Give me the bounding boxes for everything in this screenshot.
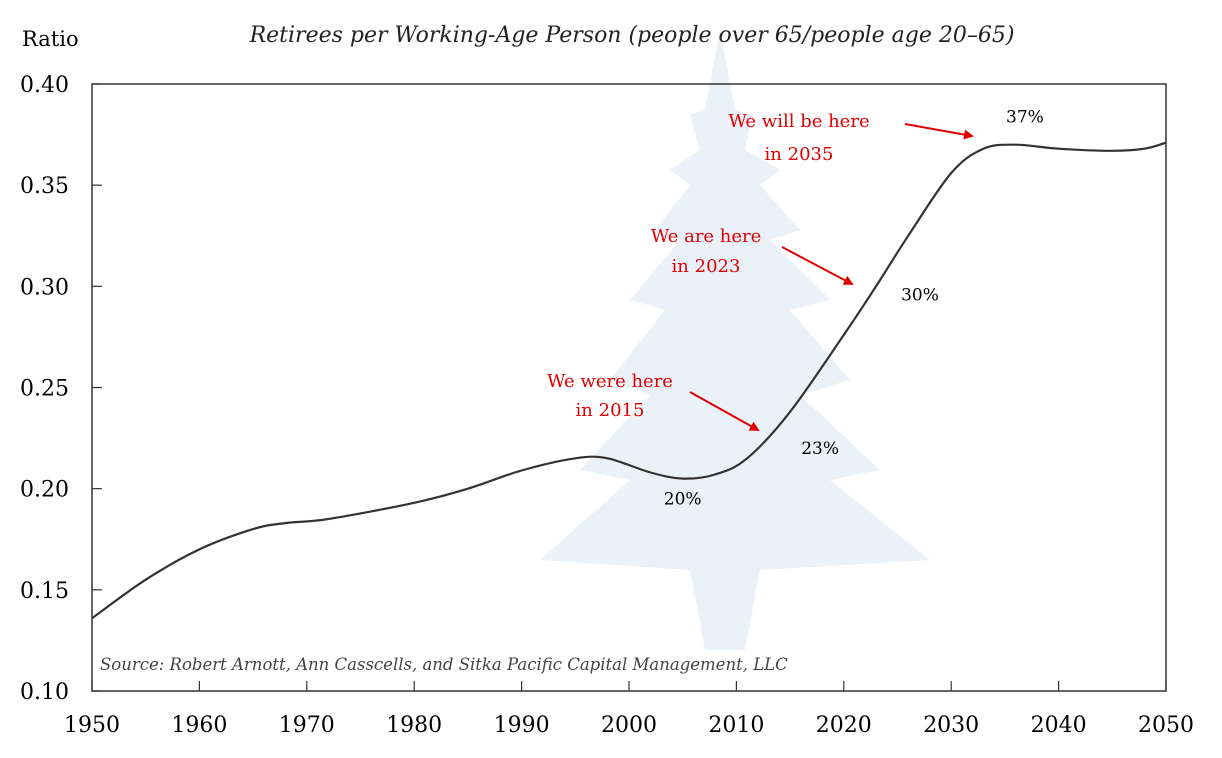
annotation-line2: in 2023	[672, 256, 741, 277]
y-tick-label: 0.40	[20, 73, 69, 98]
x-axis: 1950 1960 1970 1980 1990 2000 2010 2020 2030 2040…	[64, 681, 1194, 738]
point-label: 37%	[1006, 108, 1044, 128]
point-label: 23%	[801, 439, 839, 459]
y-tick-label: 0.10	[20, 680, 69, 705]
point-label: 20%	[664, 490, 702, 510]
annotation-line2: in 2015	[576, 400, 645, 421]
annotations: We were here in 2015 We are here in 2023 We …	[547, 111, 974, 431]
y-tick-label: 0.20	[20, 478, 69, 503]
x-tick-label: 1950	[64, 713, 120, 738]
y-axis-label: Ratio	[22, 27, 79, 51]
source-note: Source: Robert Arnott, Ann Casscells, an…	[100, 655, 788, 674]
annotation-arrow-icon	[689, 391, 760, 431]
annotation-arrow-icon	[904, 123, 974, 140]
x-tick-label: 2050	[1138, 713, 1194, 738]
point-labels: 20% 23% 30% 37%	[664, 108, 1044, 510]
tree-watermark-icon	[540, 30, 930, 650]
annotation-arrow-icon	[781, 246, 854, 285]
x-tick-label: 2010	[708, 713, 764, 738]
x-tick-label: 1990	[494, 713, 550, 738]
x-tick-label: 2000	[601, 713, 657, 738]
tree-watermark-shape	[540, 30, 930, 650]
x-tick-label: 1980	[386, 713, 442, 738]
x-tick-label: 2020	[816, 713, 872, 738]
y-tick-label: 0.15	[20, 579, 69, 604]
annotation-line1: We are here	[651, 226, 762, 247]
y-axis: 0.40 0.35 0.30 0.25 0.20 0.15 0.10	[20, 73, 102, 705]
x-tick-label: 2030	[923, 713, 979, 738]
y-tick-label: 0.25	[20, 377, 69, 402]
y-tick-label: 0.30	[20, 275, 69, 300]
annotation-line2: in 2035	[765, 144, 834, 165]
series-line	[91, 141, 1167, 620]
annotation-line1: We will be here	[728, 111, 869, 132]
annotation-line1: We were here	[547, 371, 673, 392]
y-tick-label: 0.35	[20, 174, 69, 199]
point-label: 30%	[901, 285, 939, 305]
chart-title: Retirees per Working-Age Person (people …	[249, 23, 1015, 48]
x-tick-label: 1970	[279, 713, 335, 738]
x-tick-label: 2040	[1031, 713, 1087, 738]
x-tick-label: 1960	[171, 713, 227, 738]
